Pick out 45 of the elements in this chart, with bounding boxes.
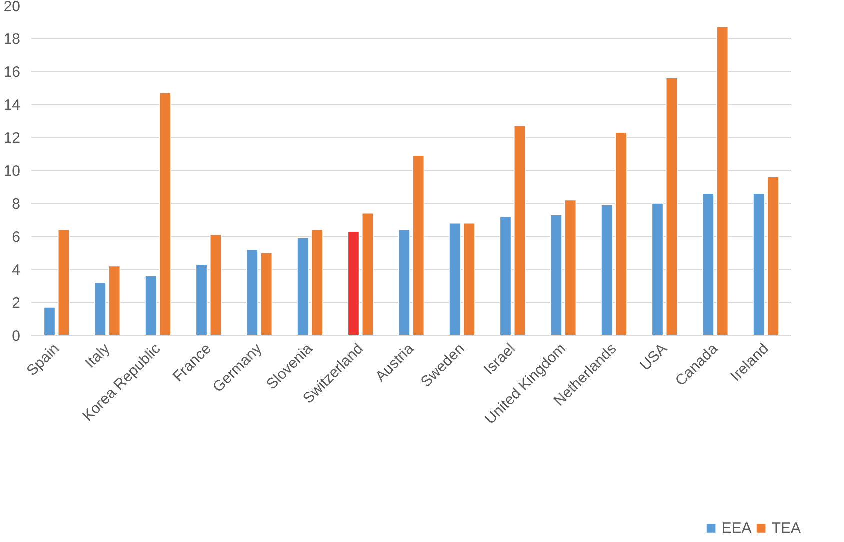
- y-tick-label: 20: [4, 0, 21, 16]
- bar: [196, 264, 208, 336]
- bar: [145, 276, 158, 336]
- bar: [108, 266, 121, 336]
- y-tick-label: 12: [4, 130, 21, 147]
- bar: [767, 176, 780, 336]
- bar: [260, 252, 273, 336]
- bar: [601, 204, 614, 336]
- y-tick-label: 4: [12, 262, 20, 279]
- bar: [615, 132, 628, 336]
- y-tick-label: 14: [4, 97, 21, 114]
- bar: [58, 230, 70, 336]
- bar: [449, 222, 462, 336]
- bar: [159, 92, 172, 336]
- bar: [514, 126, 526, 336]
- y-tick-label: 6: [12, 229, 20, 246]
- bar: [44, 307, 56, 336]
- y-tick-label: 8: [12, 196, 20, 213]
- bar: [297, 238, 310, 336]
- bar: [94, 282, 106, 336]
- bar: [564, 200, 577, 336]
- bar: [362, 213, 374, 336]
- bar: [311, 230, 324, 336]
- bar: [702, 193, 714, 336]
- bar: [398, 230, 410, 336]
- y-tick-label: 10: [4, 163, 21, 180]
- x-tick-label: Italy: [82, 340, 114, 372]
- bar: [500, 216, 512, 336]
- bar: [666, 78, 678, 336]
- y-tick-label: 16: [4, 64, 21, 81]
- y-tick-label: 0: [12, 328, 20, 345]
- bar: [412, 155, 425, 336]
- bar: [550, 214, 562, 336]
- bar: [463, 222, 476, 336]
- y-tick-label: 18: [4, 31, 21, 48]
- legend-label: TEA: [772, 520, 801, 536]
- bar: [348, 231, 360, 336]
- bar: [246, 249, 258, 336]
- legend-label: EEA: [722, 520, 752, 536]
- bar: [753, 193, 766, 336]
- y-tick-label: 2: [12, 295, 20, 312]
- x-tick-label: USA: [637, 340, 671, 374]
- bar: [652, 203, 664, 336]
- bar: [716, 26, 729, 336]
- bar: [210, 234, 222, 336]
